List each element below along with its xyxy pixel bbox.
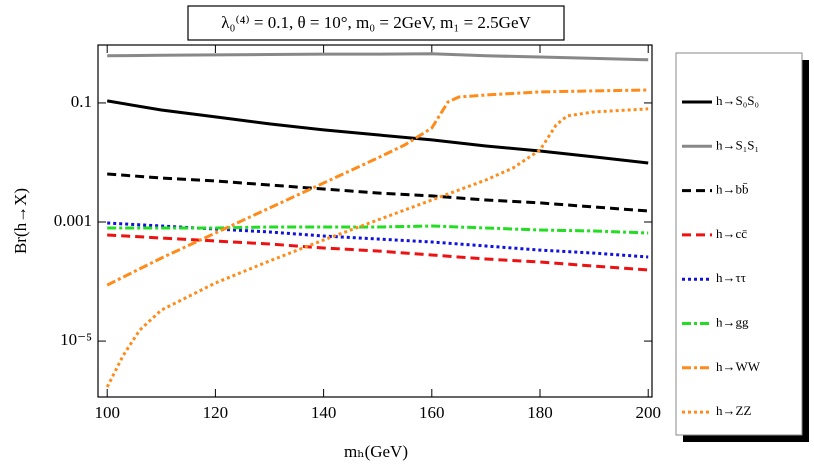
x-tick-label: 200 [635, 403, 661, 422]
y-tick-label: 0.001 [54, 211, 92, 230]
legend-label: h→S₁S₁ [716, 137, 759, 152]
x-axis-label: mₕ(GeV) [344, 442, 408, 461]
legend-label: h→ττ [716, 270, 746, 285]
legend-label: h→gg [716, 314, 749, 329]
x-tick-label: 180 [527, 403, 553, 422]
plot-frame [97, 44, 653, 398]
legend-label: h→bb̄ [716, 182, 749, 197]
y-tick-label: 0.1 [71, 92, 92, 111]
x-tick-label: 140 [311, 403, 337, 422]
series-line [106, 88, 649, 287]
series-line [106, 99, 649, 165]
legend-label: h→WW [716, 359, 761, 374]
series-line [107, 233, 649, 272]
legend-label: h→cc̄ [716, 226, 747, 241]
chart-title: λ₀⁽⁴⁾ = 0.1, θ = 10°, m₀ = 2GeV, m₁ = 2.… [221, 13, 531, 32]
y-tick-label: 10⁻⁵ [60, 330, 92, 349]
series-line [107, 224, 649, 235]
legend-label: h→ZZ [716, 403, 751, 418]
legend-box [675, 52, 803, 436]
title-box [187, 5, 565, 41]
series-line [107, 172, 649, 213]
series-line [107, 52, 649, 62]
legend-label: h→S₀S₀ [716, 93, 759, 108]
x-tick-label: 120 [203, 403, 229, 422]
series-line [105, 107, 649, 388]
legend: h→S₀S₀ h→S₁S₁ h→bb̄ h→cc̄ h→ττ h→gg h→WW h→ZZ [682, 93, 761, 418]
y-axis-label: Br(h→X) [11, 188, 30, 254]
x-tick-label: 160 [419, 403, 445, 422]
x-tick-label: 100 [94, 403, 120, 422]
